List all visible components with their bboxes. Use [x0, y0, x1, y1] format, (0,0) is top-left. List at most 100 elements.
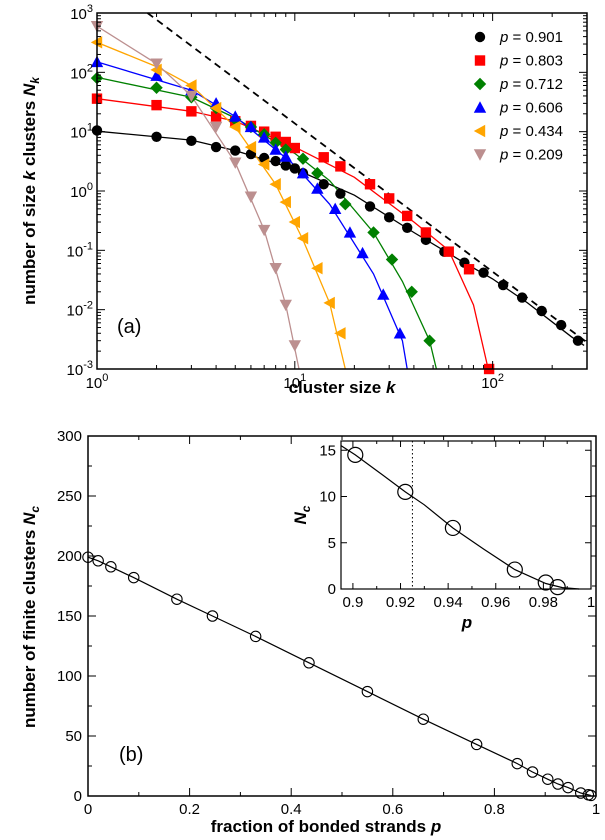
- point-series-5: [279, 299, 292, 312]
- inset-point: [537, 574, 554, 591]
- point-series-2: [311, 166, 324, 180]
- inset-point: [549, 579, 566, 596]
- point-series-3: [269, 143, 282, 155]
- reference-line: [146, 12, 588, 344]
- point-series-4: [185, 79, 197, 92]
- point-series-1: [210, 111, 222, 122]
- inset-curve: [340, 445, 580, 590]
- point-series-3: [343, 226, 357, 238]
- point-series-1: [463, 264, 475, 275]
- point-series-1: [383, 193, 395, 204]
- point-series-2: [296, 152, 310, 165]
- point-series-0: [318, 179, 329, 190]
- main-point: [541, 773, 554, 785]
- point-series-3: [393, 327, 407, 339]
- inset-y-axis-label: Nc: [291, 505, 313, 524]
- point-series-0: [572, 335, 584, 346]
- inset-point: [397, 483, 414, 500]
- point-series-3: [296, 166, 310, 179]
- y-tick-label: 300: [57, 428, 82, 445]
- x-tick-label: 101: [283, 372, 306, 392]
- y-tick-label: 0: [74, 788, 82, 805]
- point-series-2: [279, 143, 292, 156]
- point-series-0: [536, 305, 547, 317]
- point-series-0: [230, 145, 241, 156]
- inset-x-tick-label: 0.98: [529, 594, 558, 611]
- point-series-2: [405, 285, 418, 299]
- legend-entry: p = 0.803: [499, 53, 563, 70]
- legend-entry: p = 0.712: [499, 76, 563, 93]
- point-series-4: [229, 120, 241, 134]
- point-series-0: [402, 222, 413, 233]
- panel-b-x-axis-label: fraction of bonded strands p: [211, 817, 441, 836]
- y-tick-label: 100: [70, 181, 93, 201]
- point-series-4: [311, 261, 323, 275]
- y-tick-label: 150: [57, 608, 82, 625]
- panel-b-y-axis-label: number of finite clusters Nc: [20, 506, 42, 728]
- point-series-0: [280, 160, 291, 171]
- point-series-5: [244, 191, 258, 203]
- point-series-3: [377, 288, 390, 300]
- point-series-3: [229, 110, 242, 122]
- point-series-5: [150, 58, 163, 70]
- point-series-0: [364, 201, 376, 212]
- legend-entry: p = 0.901: [499, 29, 563, 46]
- point-series-0: [555, 319, 567, 331]
- inset-y-tick-label: 0: [328, 581, 336, 598]
- x-tick-label: 102: [481, 372, 504, 392]
- main-point: [105, 561, 117, 573]
- point-series-5: [257, 224, 271, 237]
- reference-dashed-line: [146, 12, 588, 344]
- main-point: [171, 593, 183, 605]
- point-series-0: [186, 135, 197, 147]
- point-series-4: [288, 215, 301, 229]
- main-point: [470, 738, 483, 751]
- point-series-1: [364, 179, 376, 190]
- point-series-1: [402, 210, 413, 222]
- inset-point: [506, 561, 523, 578]
- inset-frame: [340, 440, 592, 590]
- main-point: [303, 657, 315, 669]
- point-series-1: [318, 152, 329, 163]
- x-tick-label: 100: [86, 372, 109, 392]
- point-series-0: [210, 141, 222, 153]
- point-series-0: [335, 188, 346, 199]
- curve-series-1: [96, 98, 489, 370]
- panel-a-label: (a): [117, 316, 141, 338]
- point-series-3: [150, 69, 163, 81]
- point-series-4: [257, 158, 270, 171]
- point-series-5: [288, 340, 302, 352]
- point-series-2: [385, 253, 399, 266]
- point-series-1: [443, 246, 454, 257]
- point-series-1: [151, 99, 162, 111]
- main-point: [562, 781, 574, 794]
- point-series-1: [335, 161, 346, 172]
- inset-data-points: [347, 446, 566, 596]
- point-series-2: [269, 136, 282, 149]
- x-tick-label: 0.6: [382, 801, 403, 818]
- inset-x-tick-label: 1: [587, 594, 595, 611]
- point-series-1: [280, 136, 291, 148]
- point-series-2: [367, 226, 380, 239]
- point-series-4: [296, 232, 309, 245]
- main-line: [87, 556, 592, 796]
- panel-a-y-axis-label: number of size k clusters Nk: [20, 76, 42, 305]
- main-curve: [87, 556, 592, 796]
- x-tick-label: 0: [84, 801, 92, 818]
- point-series-4: [269, 178, 281, 191]
- x-tick-label: 0.2: [179, 801, 200, 818]
- point-series-3: [328, 202, 342, 215]
- point-series-4: [279, 195, 291, 209]
- point-series-2: [423, 334, 436, 347]
- point-series-2: [339, 197, 352, 211]
- legend-marker: [473, 149, 487, 161]
- y-tick-label: 100: [57, 668, 82, 685]
- main-point: [206, 610, 219, 622]
- legend-entry: p = 0.434: [499, 123, 563, 140]
- point-series-0: [478, 267, 489, 278]
- curve-series-3: [96, 61, 408, 370]
